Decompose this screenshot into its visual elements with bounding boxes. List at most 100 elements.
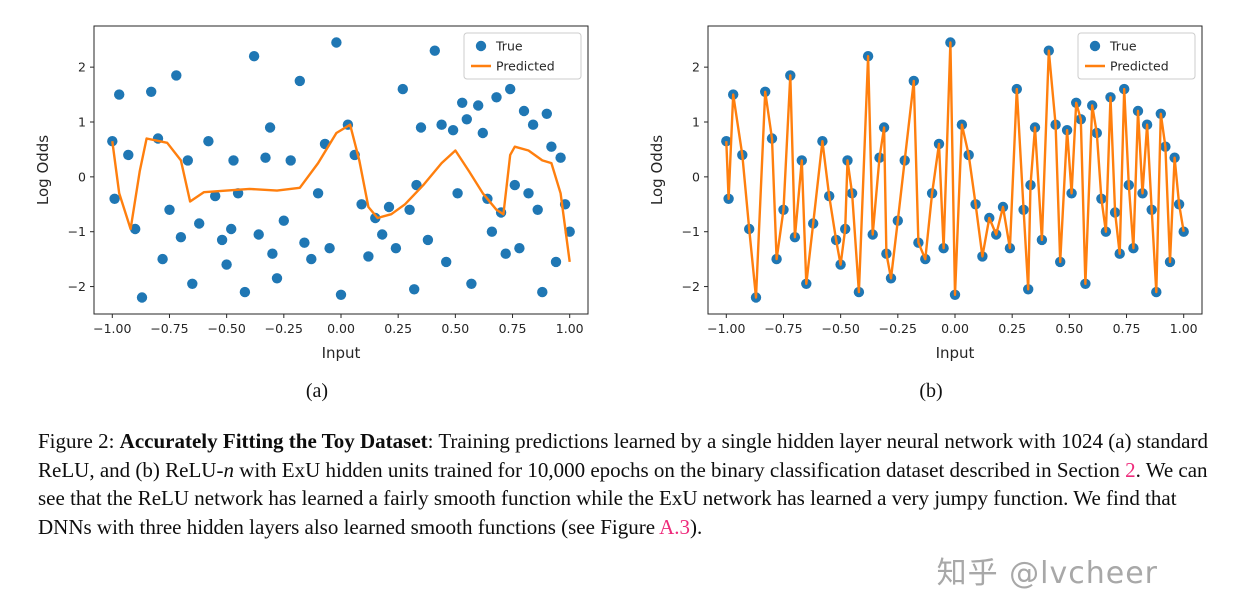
scatter-point [239, 286, 251, 298]
scatter-point [194, 218, 205, 229]
scatter-point [447, 125, 459, 136]
panel-label-a: (a) [305, 380, 329, 402]
chart-panel-a: −1.00 −0.75 −0.50 −0.25 0.00 0.25 0.50 0.75 1.00… [32, 16, 602, 368]
scatter-point [550, 256, 562, 268]
caption-link[interactable]: A.3 [659, 514, 691, 539]
scatter-point [294, 75, 305, 87]
scatter-point [491, 92, 502, 103]
x-tick-label: 0.50 [441, 321, 469, 336]
scatter-point [146, 86, 157, 98]
scatter-point [523, 188, 534, 199]
scatter-point [182, 155, 193, 166]
scatter-point [175, 232, 187, 243]
legend-label-true: True [1109, 39, 1137, 54]
scatter-point [461, 114, 472, 125]
scatter-point [324, 243, 335, 254]
x-tick-label: −0.50 [207, 321, 245, 336]
x-tick-label: 0.00 [941, 321, 969, 336]
scatter-point [721, 136, 732, 147]
plot-frame [707, 25, 1203, 315]
scatter-point [514, 243, 525, 254]
caption-text: Figure 2: [38, 429, 120, 453]
scatter-point [267, 248, 278, 259]
caption-text: with ExU hidden units trained for 10,000… [233, 457, 1126, 482]
legend-box [1077, 32, 1196, 80]
y-tick-label: −1 [68, 224, 86, 239]
scatter-point [477, 127, 488, 139]
y-tick-label: 0 [78, 169, 86, 184]
scatter-point [356, 199, 367, 210]
scatter-point [532, 204, 543, 215]
x-tick-label: 0.25 [384, 321, 412, 336]
scatter-point [441, 256, 452, 268]
scatter-point [363, 251, 374, 262]
scatter-series-true [107, 37, 575, 303]
x-tick-label: −0.75 [150, 321, 188, 336]
scatter-point [187, 278, 198, 289]
x-tick-label: −0.25 [265, 321, 303, 336]
legend-label-predicted: Predicted [496, 59, 555, 74]
scatter-point [436, 119, 447, 130]
scatter-point [370, 212, 381, 224]
scatter-point [253, 229, 264, 240]
scatter-point [226, 223, 237, 235]
predicted-line [111, 123, 571, 263]
x-tick-label: 0.25 [998, 321, 1026, 336]
x-tick-label: 0.75 [1113, 321, 1141, 336]
caption-text: : Training predictions learned by a sing… [38, 429, 1208, 482]
scatter-point [500, 248, 511, 259]
scatter-point [216, 234, 228, 246]
x-tick-label: −1.00 [93, 321, 131, 336]
scatter-point [411, 179, 422, 191]
y-tick-label: 1 [78, 115, 86, 130]
charts-row: −1.00 −0.75 −0.50 −0.25 0.00 0.25 0.50 0.75 1.00… [32, 16, 1216, 403]
plot-frame [93, 25, 589, 315]
scatter-point [486, 226, 498, 237]
scatter-point [331, 37, 342, 48]
scatter-point [457, 97, 468, 109]
scatter-point [221, 259, 232, 270]
scatter-point [509, 179, 520, 191]
scatter-point [157, 253, 168, 265]
scatter-point [136, 292, 148, 303]
legend-box [463, 32, 582, 80]
y-tick-label: 2 [692, 60, 700, 75]
scatter-point [130, 223, 141, 235]
y-tick-label: −2 [682, 279, 700, 294]
scatter-point [466, 278, 477, 289]
scatter-point [452, 188, 463, 199]
scatter-point [264, 122, 276, 133]
scatter-point [271, 273, 283, 284]
caption-link[interactable]: 2 [1125, 457, 1136, 482]
x-tick-label: 0.75 [499, 321, 527, 336]
caption-text: ). [690, 514, 703, 539]
scatter-point [415, 122, 427, 133]
legend-label-true: True [495, 39, 523, 54]
y-tick-label: 2 [78, 60, 86, 75]
y-axis-label: Log Odds [34, 135, 52, 205]
x-tick-label: 1.00 [1170, 321, 1198, 336]
y-tick-label: −2 [68, 279, 86, 294]
scatter-point [210, 190, 221, 202]
x-tick-label: −0.50 [821, 321, 859, 336]
scatter-point [335, 289, 347, 300]
legend-marker-true [1089, 40, 1101, 52]
legend-marker-true [475, 40, 487, 52]
scatter-point [473, 100, 484, 111]
y-axis-label: Log Odds [648, 135, 666, 205]
panel-a: −1.00 −0.75 −0.50 −0.25 0.00 0.25 0.50 0.75 1.00… [32, 16, 602, 403]
scatter-point [260, 152, 271, 163]
scatter-point [377, 229, 388, 240]
y-tick-label: −1 [682, 224, 700, 239]
x-tick-label: 0.50 [1055, 321, 1083, 336]
scatter-point [203, 136, 214, 147]
scatter-point [164, 204, 175, 215]
x-axis-label: Input [322, 344, 361, 362]
scatter-point [312, 188, 324, 199]
scatter-point [541, 108, 552, 120]
chart-panel-b: −1.00 −0.75 −0.50 −0.25 0.00 0.25 0.50 0.75 1.00… [646, 16, 1216, 368]
y-tick-label: 0 [692, 169, 700, 184]
scatter-point [527, 119, 539, 130]
y-tick-label: 1 [692, 115, 700, 130]
x-axis-label: Input [936, 344, 975, 362]
